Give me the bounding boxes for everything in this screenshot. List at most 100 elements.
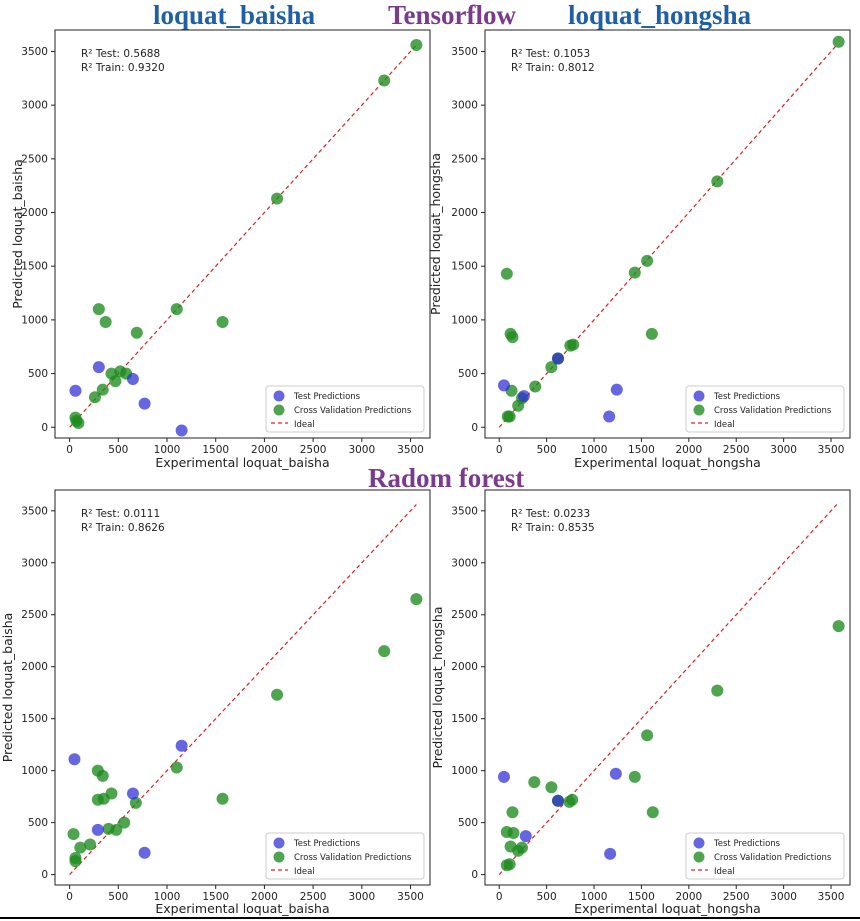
chart-rf-baisha: 0 500 1000 1500 2000 2500 3000 3500 0 500 1000 1500… [0, 489, 431, 916]
x-axis-label: Experimental loquat_hongsha [574, 455, 761, 470]
r2-stat-text: R² Test: 0.0233 [511, 508, 590, 520]
r2-stat-text: R² Train: 0.8626 [81, 522, 165, 534]
test-point [138, 846, 151, 859]
x-tick-label: 3500 [818, 891, 845, 903]
x-tick-label: 1500 [202, 444, 229, 456]
cv-point [92, 303, 105, 316]
cv-point [503, 410, 516, 423]
cv-point [628, 770, 641, 783]
cv-point [563, 795, 576, 808]
x-tick-label: 500 [537, 444, 557, 456]
x-tick-label: 2500 [723, 444, 750, 456]
y-tick-label: 500 [458, 368, 478, 380]
x-tick-label: 1000 [154, 444, 181, 456]
y-tick-label: 3000 [451, 557, 478, 569]
cv-point [69, 855, 82, 868]
legend-box [265, 832, 425, 880]
y-tick-label: 0 [471, 422, 478, 434]
test-point [497, 770, 510, 783]
test-point [69, 384, 82, 397]
y-axis-label: Predicted loquat_baisha [0, 613, 15, 763]
legend-label: Ideal [714, 867, 735, 877]
test-point [497, 379, 510, 392]
y-tick-label: 2500 [451, 609, 478, 621]
cv-point [564, 339, 577, 352]
legend-box [685, 832, 845, 880]
x-tick-label: 3000 [770, 444, 797, 456]
x-tick-label: 3000 [770, 891, 797, 903]
x-tick-label: 1000 [154, 891, 181, 903]
y-tick-label: 3500 [21, 46, 48, 58]
cv-point [130, 326, 143, 339]
test-point [126, 787, 139, 800]
cv-point [503, 858, 516, 871]
y-tick-label: 1500 [451, 261, 478, 273]
y-tick-label: 3000 [21, 557, 48, 569]
cv-point [545, 781, 558, 794]
test-point [604, 847, 617, 860]
x-tick-label: 1000 [581, 891, 608, 903]
legend-label: Test Predictions [293, 392, 361, 402]
cv-point [378, 74, 391, 87]
heading-hongsha: loquat_hongsha [568, 0, 752, 30]
cv-point [628, 266, 641, 279]
y-tick-label: 0 [41, 422, 48, 434]
y-tick-label: 3500 [451, 46, 478, 58]
heading-tensorflow: Tensorflow [388, 0, 517, 30]
cv-point [646, 806, 659, 819]
legend-cv-marker [273, 404, 285, 416]
cv-point [528, 776, 541, 789]
y-tick-label: 2500 [21, 153, 48, 165]
x-axis-label: Experimental loquat_baisha [155, 901, 329, 916]
y-axis-label: Predicted loquat_hongsha [428, 153, 443, 315]
y-tick-label: 3000 [451, 100, 478, 112]
x-tick-label: 0 [66, 444, 73, 456]
x-axis-label: Experimental loquat_baisha [155, 455, 329, 470]
x-tick-label: 3000 [348, 891, 375, 903]
cv-point [216, 792, 229, 805]
legend-test-marker [693, 390, 705, 402]
y-tick-label: 1000 [451, 314, 478, 326]
cv-point [102, 822, 115, 835]
chart-rf-hongsha: 0 500 1000 1500 2000 2500 3000 3500 0 500 1000 1500… [430, 489, 851, 916]
test-point [175, 739, 188, 752]
y-tick-label: 1000 [21, 765, 48, 777]
cv-point [545, 361, 558, 374]
y-tick-label: 3500 [451, 505, 478, 517]
y-tick-label: 0 [471, 869, 478, 881]
cv-point [641, 729, 654, 742]
test-point [126, 372, 139, 385]
x-tick-label: 3500 [818, 444, 845, 456]
y-axis-label: Predicted loquat_hongsha [430, 607, 445, 769]
x-tick-label: 1500 [628, 891, 655, 903]
y-tick-label: 1000 [21, 314, 48, 326]
cv-point [67, 828, 80, 841]
x-tick-label: 1000 [581, 444, 608, 456]
x-tick-label: 2500 [300, 444, 327, 456]
x-tick-label: 500 [537, 891, 557, 903]
x-tick-label: 2500 [723, 891, 750, 903]
cv-point [170, 303, 183, 316]
x-tick-label: 1500 [202, 891, 229, 903]
cv-point [170, 761, 183, 774]
cv-point [88, 391, 101, 404]
cv-point [529, 380, 542, 393]
legend-box [265, 385, 425, 433]
legend-label: Test Predictions [713, 839, 781, 849]
plot-frame [484, 29, 851, 439]
x-tick-label: 0 [496, 444, 503, 456]
x-axis-label: Experimental loquat_hongsha [574, 901, 761, 916]
legend-label: Ideal [294, 867, 315, 877]
y-tick-label: 2500 [451, 153, 478, 165]
y-tick-label: 3000 [21, 100, 48, 112]
cv-point [84, 838, 97, 851]
x-tick-label: 2000 [675, 891, 702, 903]
plot-frame [484, 489, 851, 886]
y-tick-label: 500 [458, 817, 478, 829]
y-tick-label: 0 [41, 869, 48, 881]
x-tick-label: 1500 [628, 444, 655, 456]
legend-label: Test Predictions [713, 392, 781, 402]
y-tick-label: 1500 [21, 713, 48, 725]
legend-test-marker [693, 837, 705, 849]
legend-label: Test Predictions [293, 839, 361, 849]
